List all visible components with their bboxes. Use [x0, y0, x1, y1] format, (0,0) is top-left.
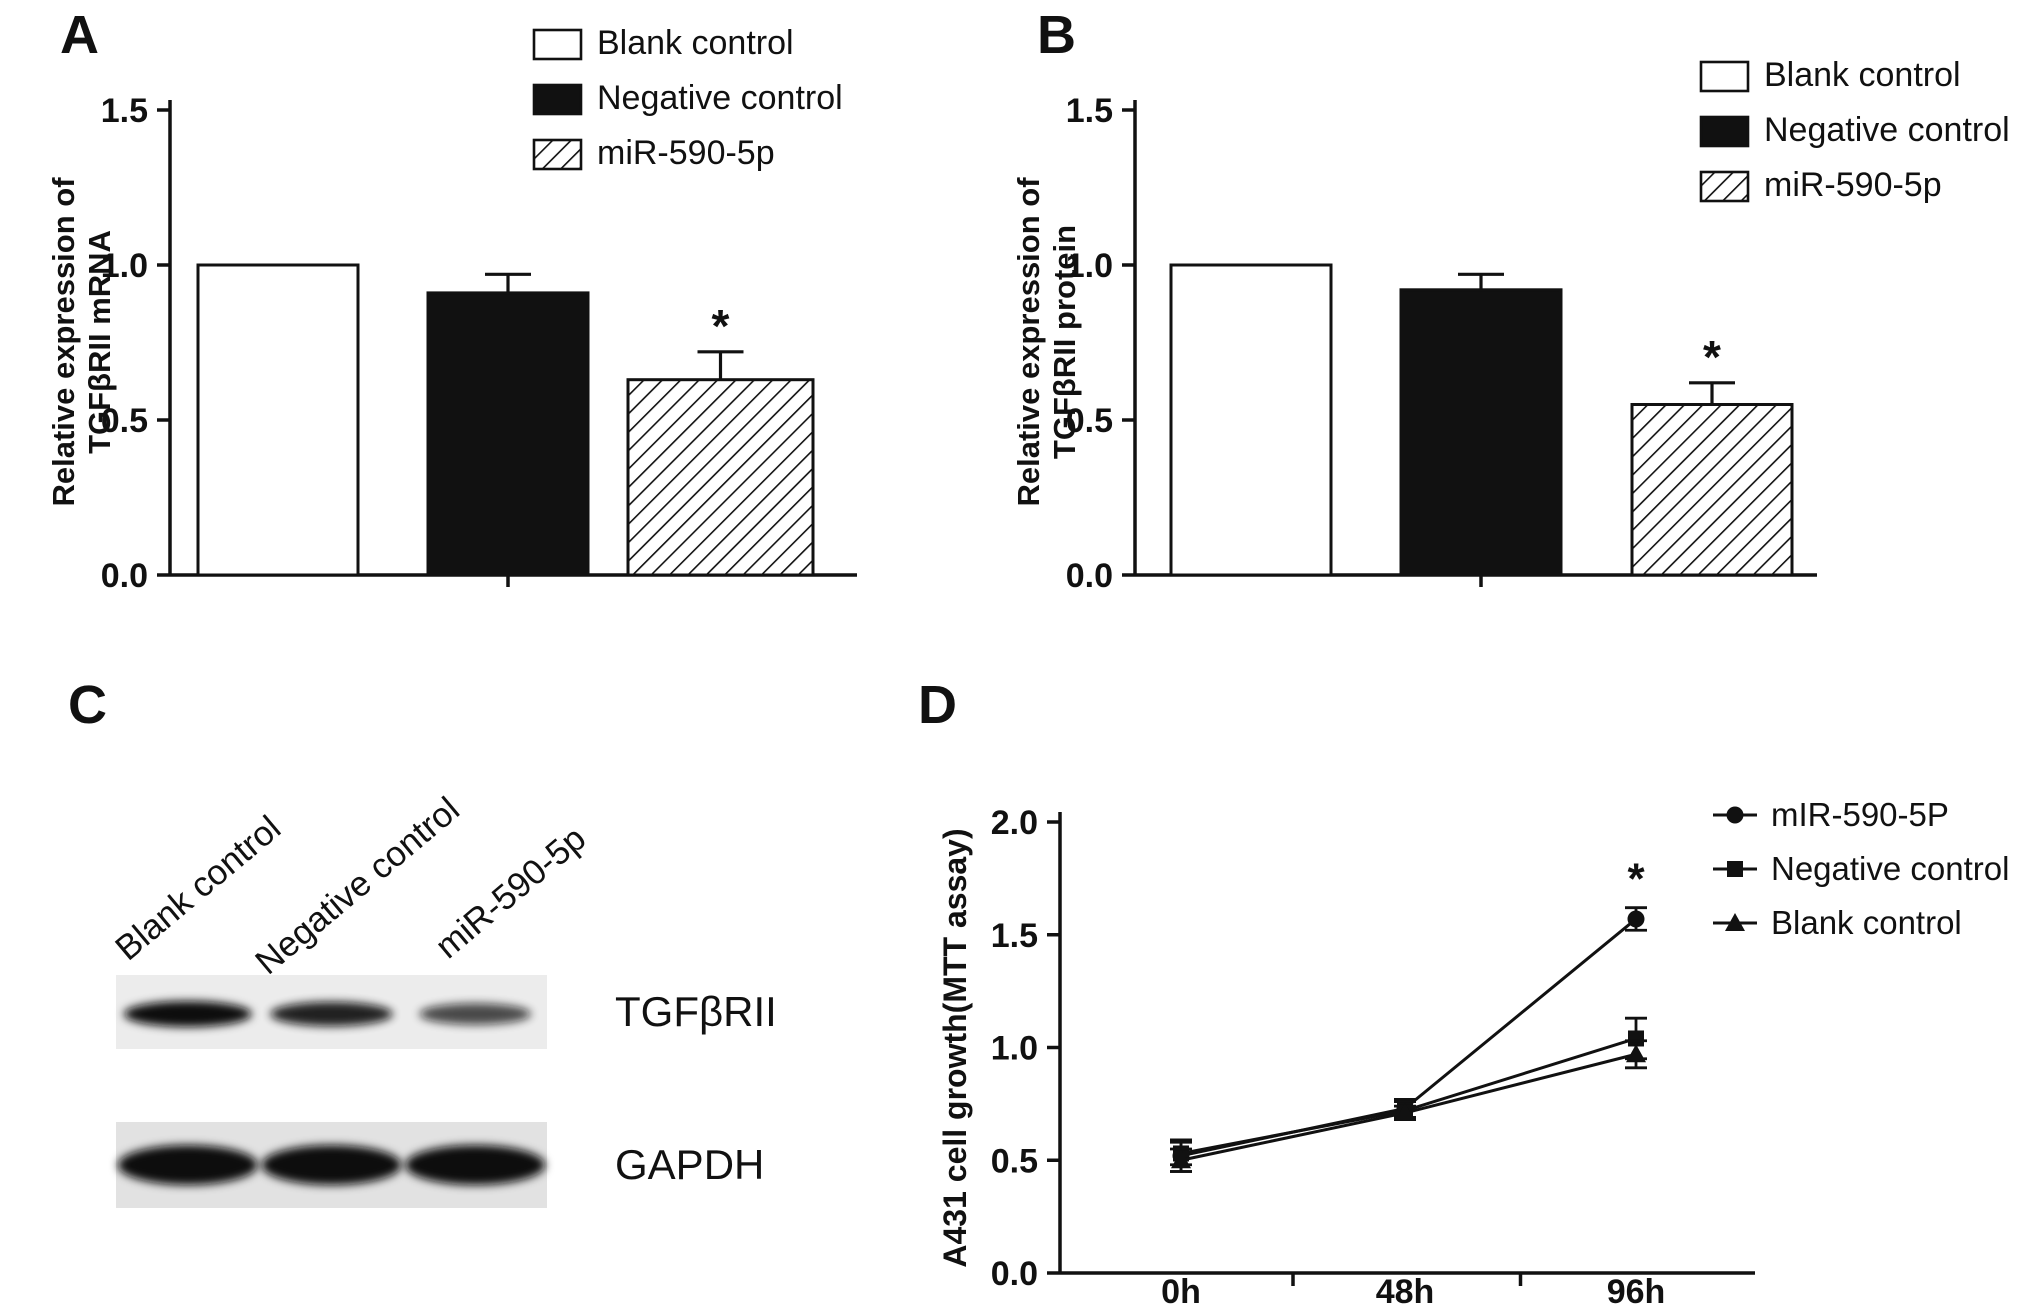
marker-circle [1627, 910, 1645, 928]
bar-negative-control [1399, 288, 1563, 577]
lane-label-mir-590-5p: miR-590-5p [428, 819, 593, 966]
y-axis-title: A431 cell growth(MTT assay) [937, 828, 973, 1267]
bar-blank-control [196, 263, 360, 577]
legend-swatch-negative-control [1699, 115, 1750, 148]
panel-b-bar-chart: 0.0 0.5 1.0 1.5 Relative expression of TGFβRI… [1011, 56, 2010, 595]
band-label-tgf-rii: TGFβRII [615, 988, 777, 1035]
blot-band [405, 1145, 546, 1185]
significance-star: * [712, 300, 730, 352]
y-tick-label: 1.5 [101, 92, 148, 130]
y-axis-title: TGFβRII protein [1047, 225, 1082, 459]
y-tick-label: 1.5 [991, 917, 1038, 955]
legend-label: Negative control [597, 79, 843, 117]
blot-band [261, 1145, 402, 1185]
blot-band [117, 1145, 258, 1185]
panel-b-label: B [1037, 5, 1076, 65]
panel-d-label: D [918, 675, 957, 735]
significance-star: * [1703, 331, 1721, 383]
marker-triangle [1395, 1102, 1415, 1121]
bar-mir-590-5p [1630, 403, 1794, 577]
legend-label: Negative control [1771, 850, 2009, 887]
legend-label: Blank control [1764, 56, 1961, 94]
y-tick-label: 2.0 [991, 804, 1038, 842]
marker-triangle [1725, 913, 1745, 931]
series-line-negative-control [1180, 1037, 1637, 1155]
y-tick-label: 0.5 [1066, 402, 1113, 440]
bar-blank-control [1169, 263, 1333, 577]
legend-swatch-blank-control [1699, 60, 1750, 93]
y-axis-title: TGFβRII mRNA [82, 230, 117, 454]
panel-d-line-chart: 0.0 0.5 1.0 1.5 2.0 0h 48h 96h A431 cell growth(… [937, 796, 2009, 1305]
y-axis-title: Relative expression of [46, 177, 81, 507]
marker-square [1727, 861, 1743, 877]
marker-triangle [1626, 1044, 1646, 1063]
y-tick-label: 1.0 [1066, 247, 1113, 285]
y-tick-label: 0.0 [991, 1255, 1038, 1293]
marker-triangle [1171, 1150, 1191, 1169]
legend-swatch-mir-590-5p [532, 138, 583, 171]
blot-band [419, 1003, 532, 1025]
legend-swatch-mir-590-5p [1699, 170, 1750, 203]
panel-c-label: C [68, 675, 107, 735]
y-tick-label: 1.0 [991, 1030, 1038, 1068]
panel-b: B 0.0 0.5 1.0 1.5 Relative expression of TGFβ… [985, 0, 2031, 650]
band-label-gapdh: GAPDH [615, 1141, 764, 1188]
y-axis-title: Relative expression of [1011, 177, 1046, 507]
panel-c: C Blank control Negative control miR-590-5… [40, 660, 900, 1305]
x-tick-label: 96h [1607, 1273, 1666, 1305]
panel-a-bar-chart: 0.0 0.5 1.0 1.5 Relative expression of TGFβRI… [46, 24, 857, 595]
blot-band [270, 1001, 393, 1027]
legend-swatch-negative-control [532, 83, 583, 116]
bar-mir-590-5p [626, 378, 815, 577]
marker-square [1628, 1030, 1644, 1047]
panel-a: A 0.0 0.5 1.0 1.5 Relative expression of TGFβ… [30, 0, 975, 650]
y-tick-label: 0.5 [101, 402, 148, 440]
y-tick-label: 0.0 [101, 557, 148, 595]
x-tick-label: 48h [1376, 1273, 1435, 1305]
bar-negative-control [426, 291, 590, 577]
blot-band [123, 1001, 252, 1027]
panel-d: D 0.0 0.5 1.0 1.5 2.0 0h 48h 96h A431 cell growt… [880, 660, 2031, 1305]
x-tick-label: 0h [1161, 1273, 1201, 1305]
legend-label: mIR-590-5P [1771, 796, 1949, 833]
significance-star: * [1627, 855, 1645, 904]
y-tick-label: 0.5 [991, 1142, 1038, 1180]
legend-label: Blank control [597, 24, 794, 62]
legend-label: miR-590-5p [597, 134, 775, 172]
panel-a-label: A [60, 5, 99, 65]
y-tick-label: 0.0 [1066, 557, 1113, 595]
legend-swatch-blank-control [532, 28, 583, 61]
legend-label: Negative control [1764, 111, 2010, 149]
y-tick-label: 1.5 [1066, 92, 1113, 130]
legend-label: miR-590-5p [1764, 166, 1942, 204]
marker-circle [1726, 806, 1744, 824]
legend-label: Blank control [1771, 904, 1962, 941]
lane-label-negative-control: Negative control [248, 790, 467, 982]
y-tick-label: 1.0 [101, 247, 148, 285]
